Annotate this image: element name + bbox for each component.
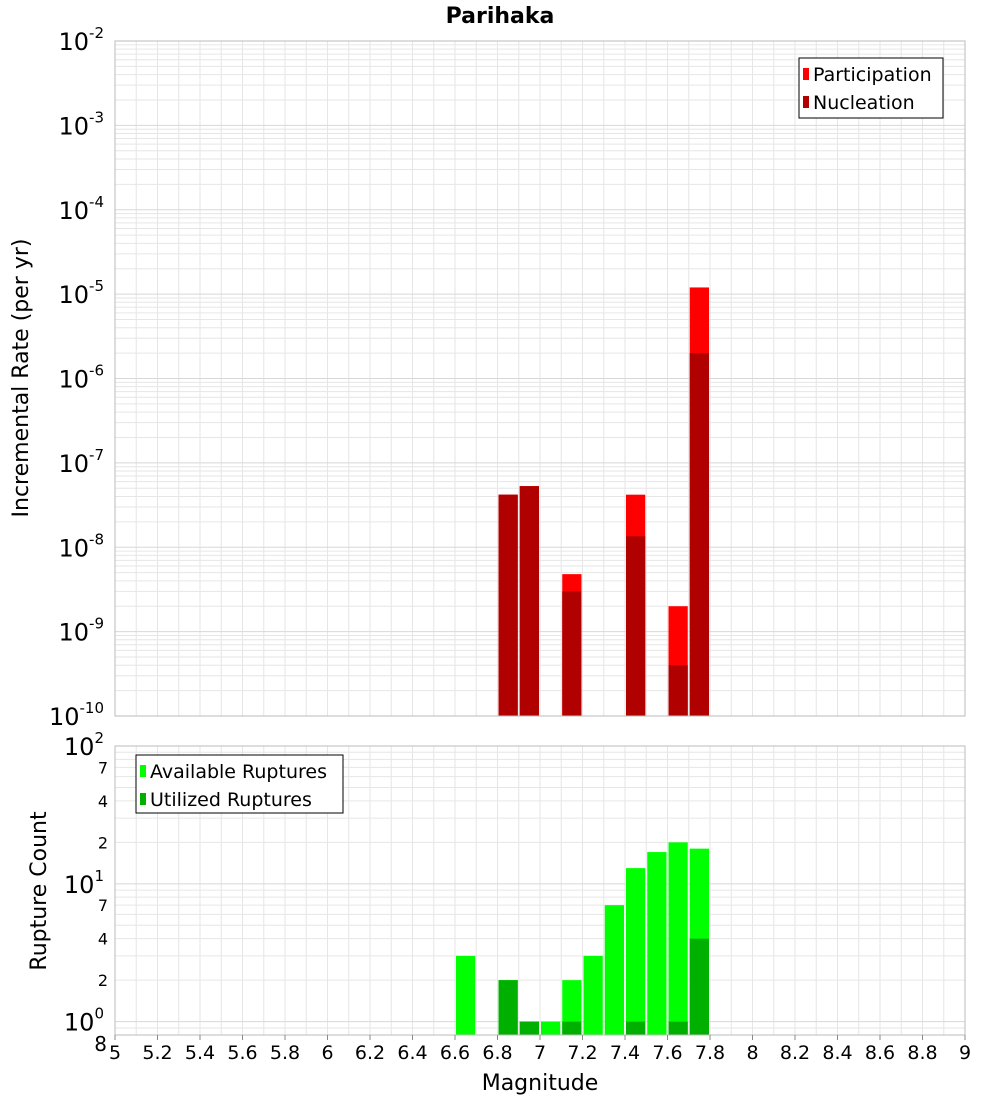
bar-available-ruptures — [626, 868, 646, 1035]
x-tick-label: 5.4 — [185, 1042, 215, 1064]
y-tick-label: 10-4 — [58, 193, 104, 225]
x-tick-label: 6.4 — [397, 1042, 427, 1064]
y-tick-label: 10-5 — [58, 277, 104, 309]
x-tick-label: 7 — [534, 1042, 546, 1064]
x-tick-label: 6.8 — [482, 1042, 512, 1064]
legend-swatch — [803, 68, 809, 80]
bar-nucleation — [689, 353, 709, 716]
y-tick-label: 10-10 — [49, 699, 104, 731]
y-tick-label: 10-3 — [58, 108, 104, 140]
count-panel: Available Ruptures Utilized Ruptures 7 4 2 7 4… — [64, 729, 966, 1056]
y-tick-label: 10-7 — [58, 446, 104, 478]
y-tick-label: 10-8 — [58, 530, 104, 562]
x-tick-label: 8.8 — [907, 1042, 937, 1064]
rate-panel: Participation Nucleation 10-2 10-3 10-4 10-5 1… — [49, 24, 966, 731]
y-tick-label: 4 — [98, 930, 108, 949]
bar-utilized-ruptures — [668, 1021, 688, 1035]
legend-label: Utilized Ruptures — [150, 789, 312, 811]
x-tick-label: 6 — [321, 1042, 333, 1064]
legend: Available Ruptures Utilized Ruptures — [135, 754, 344, 814]
y-axis-label-count: Rupture Count — [27, 811, 52, 971]
legend-label: Available Ruptures — [150, 761, 327, 783]
x-tick-label: 8.6 — [865, 1042, 895, 1064]
legend-swatch — [140, 765, 146, 777]
bar-available-ruptures — [604, 905, 624, 1035]
y-tick-label: 101 — [64, 867, 104, 899]
x-tick-label: 7.8 — [695, 1042, 725, 1064]
bar-available-ruptures — [456, 955, 476, 1035]
legend-swatch — [140, 793, 146, 805]
bar-utilized-ruptures — [498, 980, 518, 1035]
y-tick-label: 4 — [98, 792, 108, 811]
bar-available-ruptures — [668, 842, 688, 1035]
y-tick-label: 10-6 — [58, 362, 104, 394]
legend-box — [798, 57, 944, 119]
legend-label: Participation — [813, 64, 932, 86]
bar-nucleation — [668, 665, 688, 716]
x-axis: 5 5.2 5.4 5.6 5.8 6 6.2 6.4 6.6 6.8 7 7.2 7.4 7.6 7.8 8… — [109, 1035, 971, 1064]
x-tick-label: 6.2 — [355, 1042, 385, 1064]
bar-nucleation — [562, 591, 582, 716]
x-tick-label: 5.6 — [227, 1042, 257, 1064]
plot-frame — [114, 40, 966, 717]
bar-nucleation — [519, 486, 539, 716]
bar-utilized-ruptures — [626, 1021, 646, 1035]
x-tick-label: 5.8 — [270, 1042, 300, 1064]
y-tick-label: 10-2 — [58, 24, 104, 56]
x-axis-label: Magnitude — [482, 1071, 599, 1096]
y-tick-label: 7 — [98, 758, 108, 777]
x-tick-label: 7.6 — [652, 1042, 682, 1064]
x-tick-label: 8.4 — [822, 1042, 852, 1064]
y-tick-label: 2 — [98, 833, 108, 852]
bar-utilized-ruptures — [689, 938, 709, 1035]
x-tick-label: 9 — [959, 1042, 971, 1064]
y-axis-label-rate: Incremental Rate (per yr) — [9, 239, 34, 518]
x-tick-label: 6.6 — [440, 1042, 470, 1064]
y-tick-label: 2 — [98, 971, 108, 990]
x-tick-label: 5.2 — [142, 1042, 172, 1064]
x-tick-label: 8.2 — [780, 1042, 810, 1064]
bar-available-ruptures — [583, 955, 603, 1035]
x-tick-label: 7.4 — [610, 1042, 640, 1064]
bar-nucleation — [498, 494, 518, 716]
y-tick-label: 8 — [94, 1032, 107, 1056]
legend-box — [135, 754, 344, 814]
bar-available-ruptures — [562, 980, 582, 1035]
x-tick-label: 8 — [746, 1042, 758, 1064]
y-tick-label: 10-9 — [58, 615, 104, 647]
bar-utilized-ruptures — [562, 1021, 582, 1035]
chart-title: Parihaka — [446, 4, 555, 29]
bar-nucleation — [626, 536, 646, 716]
x-tick-label: 5 — [109, 1042, 121, 1064]
y-tick-label: 102 — [64, 729, 104, 761]
bar-available-ruptures — [647, 852, 667, 1035]
bar-utilized-ruptures — [519, 1021, 539, 1035]
bar-available-ruptures — [541, 1021, 561, 1035]
x-tick-label: 7.2 — [567, 1042, 597, 1064]
y-tick-label: 100 — [64, 1005, 104, 1037]
y-tick-label: 7 — [98, 896, 108, 915]
legend-swatch — [803, 96, 809, 108]
legend: Participation Nucleation — [798, 57, 944, 119]
legend-label: Nucleation — [813, 92, 915, 114]
